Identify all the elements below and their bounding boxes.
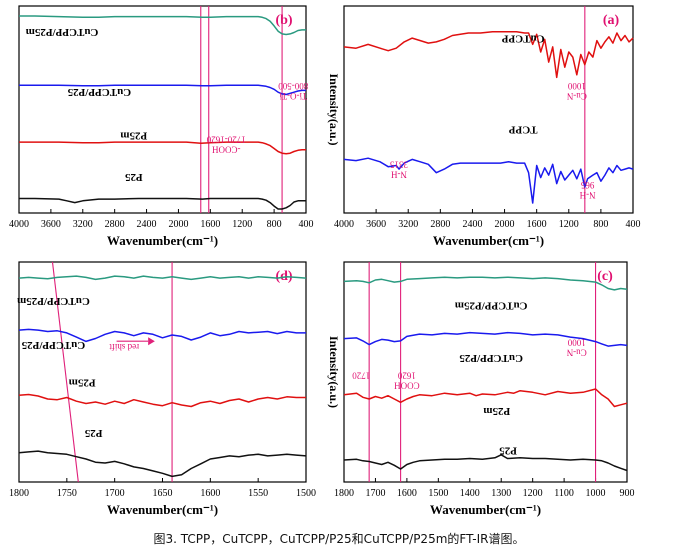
panel-label: (b)	[275, 13, 292, 28]
series-label: CuTCPP/P25m	[455, 299, 528, 311]
panel-label: (a)	[603, 13, 620, 28]
x-tick-label: 1100	[554, 488, 574, 499]
x-tick-label: 1500	[296, 488, 316, 499]
x-tick-label: 400	[626, 219, 641, 230]
series-line	[343, 30, 634, 79]
series-label: P25m	[120, 130, 147, 142]
x-tick-label: 1200	[559, 219, 579, 230]
x-tick-label: 1500	[428, 488, 448, 499]
x-tick-label: 1000	[586, 488, 606, 499]
x-tick-label: 1600	[397, 488, 417, 499]
x-tick-label: 1400	[460, 488, 480, 499]
series-line	[18, 450, 307, 478]
series-line	[343, 157, 634, 204]
panel-label: (c)	[597, 269, 613, 284]
x-tick-label: 3600	[41, 219, 61, 230]
annotation-label: Cu-N	[566, 91, 587, 101]
x-tick-label: 800	[593, 219, 608, 230]
annotation-label: -COOH	[212, 145, 241, 155]
x-tick-label: 3200	[73, 219, 93, 230]
x-tick-label: 900	[620, 488, 635, 499]
series-line	[19, 197, 306, 210]
x-tick-label: 2400	[462, 219, 482, 230]
plot-frame	[18, 261, 307, 483]
annotation-label: Ti-O-Ti	[279, 91, 307, 101]
x-tick-label: 4000	[9, 219, 29, 230]
annotation-label: 1000	[567, 81, 586, 91]
x-tick-label: 1800	[334, 488, 354, 499]
annotation-label: 1000	[567, 338, 586, 348]
series-label: TCPP	[509, 123, 538, 135]
figure-caption: 图3. TCPP，CuTCPP，CuTCPP/P25和CuTCPP/P25m的F…	[153, 532, 525, 546]
plot-frame	[343, 261, 628, 483]
series-line	[19, 15, 306, 36]
red-shift-line	[51, 261, 79, 483]
annotation-label: COOH	[394, 381, 420, 391]
series-label: P25m	[69, 376, 96, 388]
annotation-label: Cu-N	[566, 348, 587, 358]
series-line	[19, 141, 306, 155]
x-tick-label: 1750	[57, 488, 77, 499]
annotation-label: red shift	[109, 342, 139, 352]
x-tick-label: 1300	[491, 488, 511, 499]
series-label: CuTCPP/P25m	[26, 26, 99, 38]
plot-frame	[18, 5, 307, 214]
x-tick-label: 1700	[365, 488, 385, 499]
x-tick-label: 800	[267, 219, 282, 230]
series-label: P25	[84, 427, 102, 439]
series-line	[18, 393, 306, 408]
annotation-label: 1720-1620	[206, 135, 245, 145]
series-line	[343, 331, 628, 347]
annotation-label: 1620	[397, 371, 416, 381]
series-label: P25	[499, 445, 517, 457]
annotation-label: 1720	[352, 371, 371, 381]
series-line	[343, 454, 628, 472]
series-label: P25m	[483, 405, 510, 417]
red-shift-arrowhead	[148, 337, 155, 346]
series-line	[343, 276, 628, 291]
x-tick-label: 1600	[527, 219, 547, 230]
x-tick-label: 1600	[200, 488, 220, 499]
series-label: CuTCPP/P25	[459, 352, 523, 364]
annotation-label: N-H	[579, 190, 595, 200]
annotation-label: N-H	[390, 169, 406, 179]
x-tick-label: 3600	[366, 219, 386, 230]
x-axis-label: Wavenumber(cm⁻¹)	[107, 233, 218, 248]
x-axis-label: Wavenumber(cm⁻¹)	[433, 233, 544, 248]
x-tick-label: 2800	[105, 219, 125, 230]
x-tick-label: 2000	[495, 219, 515, 230]
x-tick-label: 4000	[334, 219, 354, 230]
series-line	[343, 388, 628, 408]
series-line	[19, 84, 306, 96]
x-tick-label: 1800	[9, 488, 29, 499]
series-label: CuTCPP/P25m	[17, 295, 90, 307]
series-label: CuTCPP/P25	[67, 86, 131, 98]
x-tick-label: 2400	[137, 219, 157, 230]
x-tick-label: 3200	[398, 219, 418, 230]
series-line	[18, 328, 306, 343]
series-label: CuTCPP/P25	[21, 339, 85, 351]
annotation-label: 800-500	[278, 81, 308, 91]
x-tick-label: 1200	[232, 219, 252, 230]
x-tick-label: 1700	[105, 488, 125, 499]
annotation-label: 3315	[389, 159, 408, 169]
x-tick-label: 2000	[168, 219, 188, 230]
x-axis-label: Wavenumber(cm⁻¹)	[430, 502, 541, 517]
annotation-label: 965	[580, 180, 594, 190]
x-tick-label: 400	[299, 219, 314, 230]
y-axis-label: Intensity(a.u.)	[327, 336, 341, 408]
x-tick-label: 1600	[200, 219, 220, 230]
x-tick-label: 2800	[430, 219, 450, 230]
x-tick-label: 1650	[153, 488, 173, 499]
plot-frame	[343, 5, 634, 214]
y-axis-label: Intensity(a.u.)	[327, 73, 341, 145]
x-tick-label: 1550	[248, 488, 268, 499]
series-label: CuTCPP	[502, 32, 545, 44]
series-line	[18, 275, 307, 281]
x-axis-label: Wavenumber(cm⁻¹)	[107, 502, 218, 517]
series-label: P25	[124, 171, 142, 183]
x-tick-label: 1200	[523, 488, 543, 499]
